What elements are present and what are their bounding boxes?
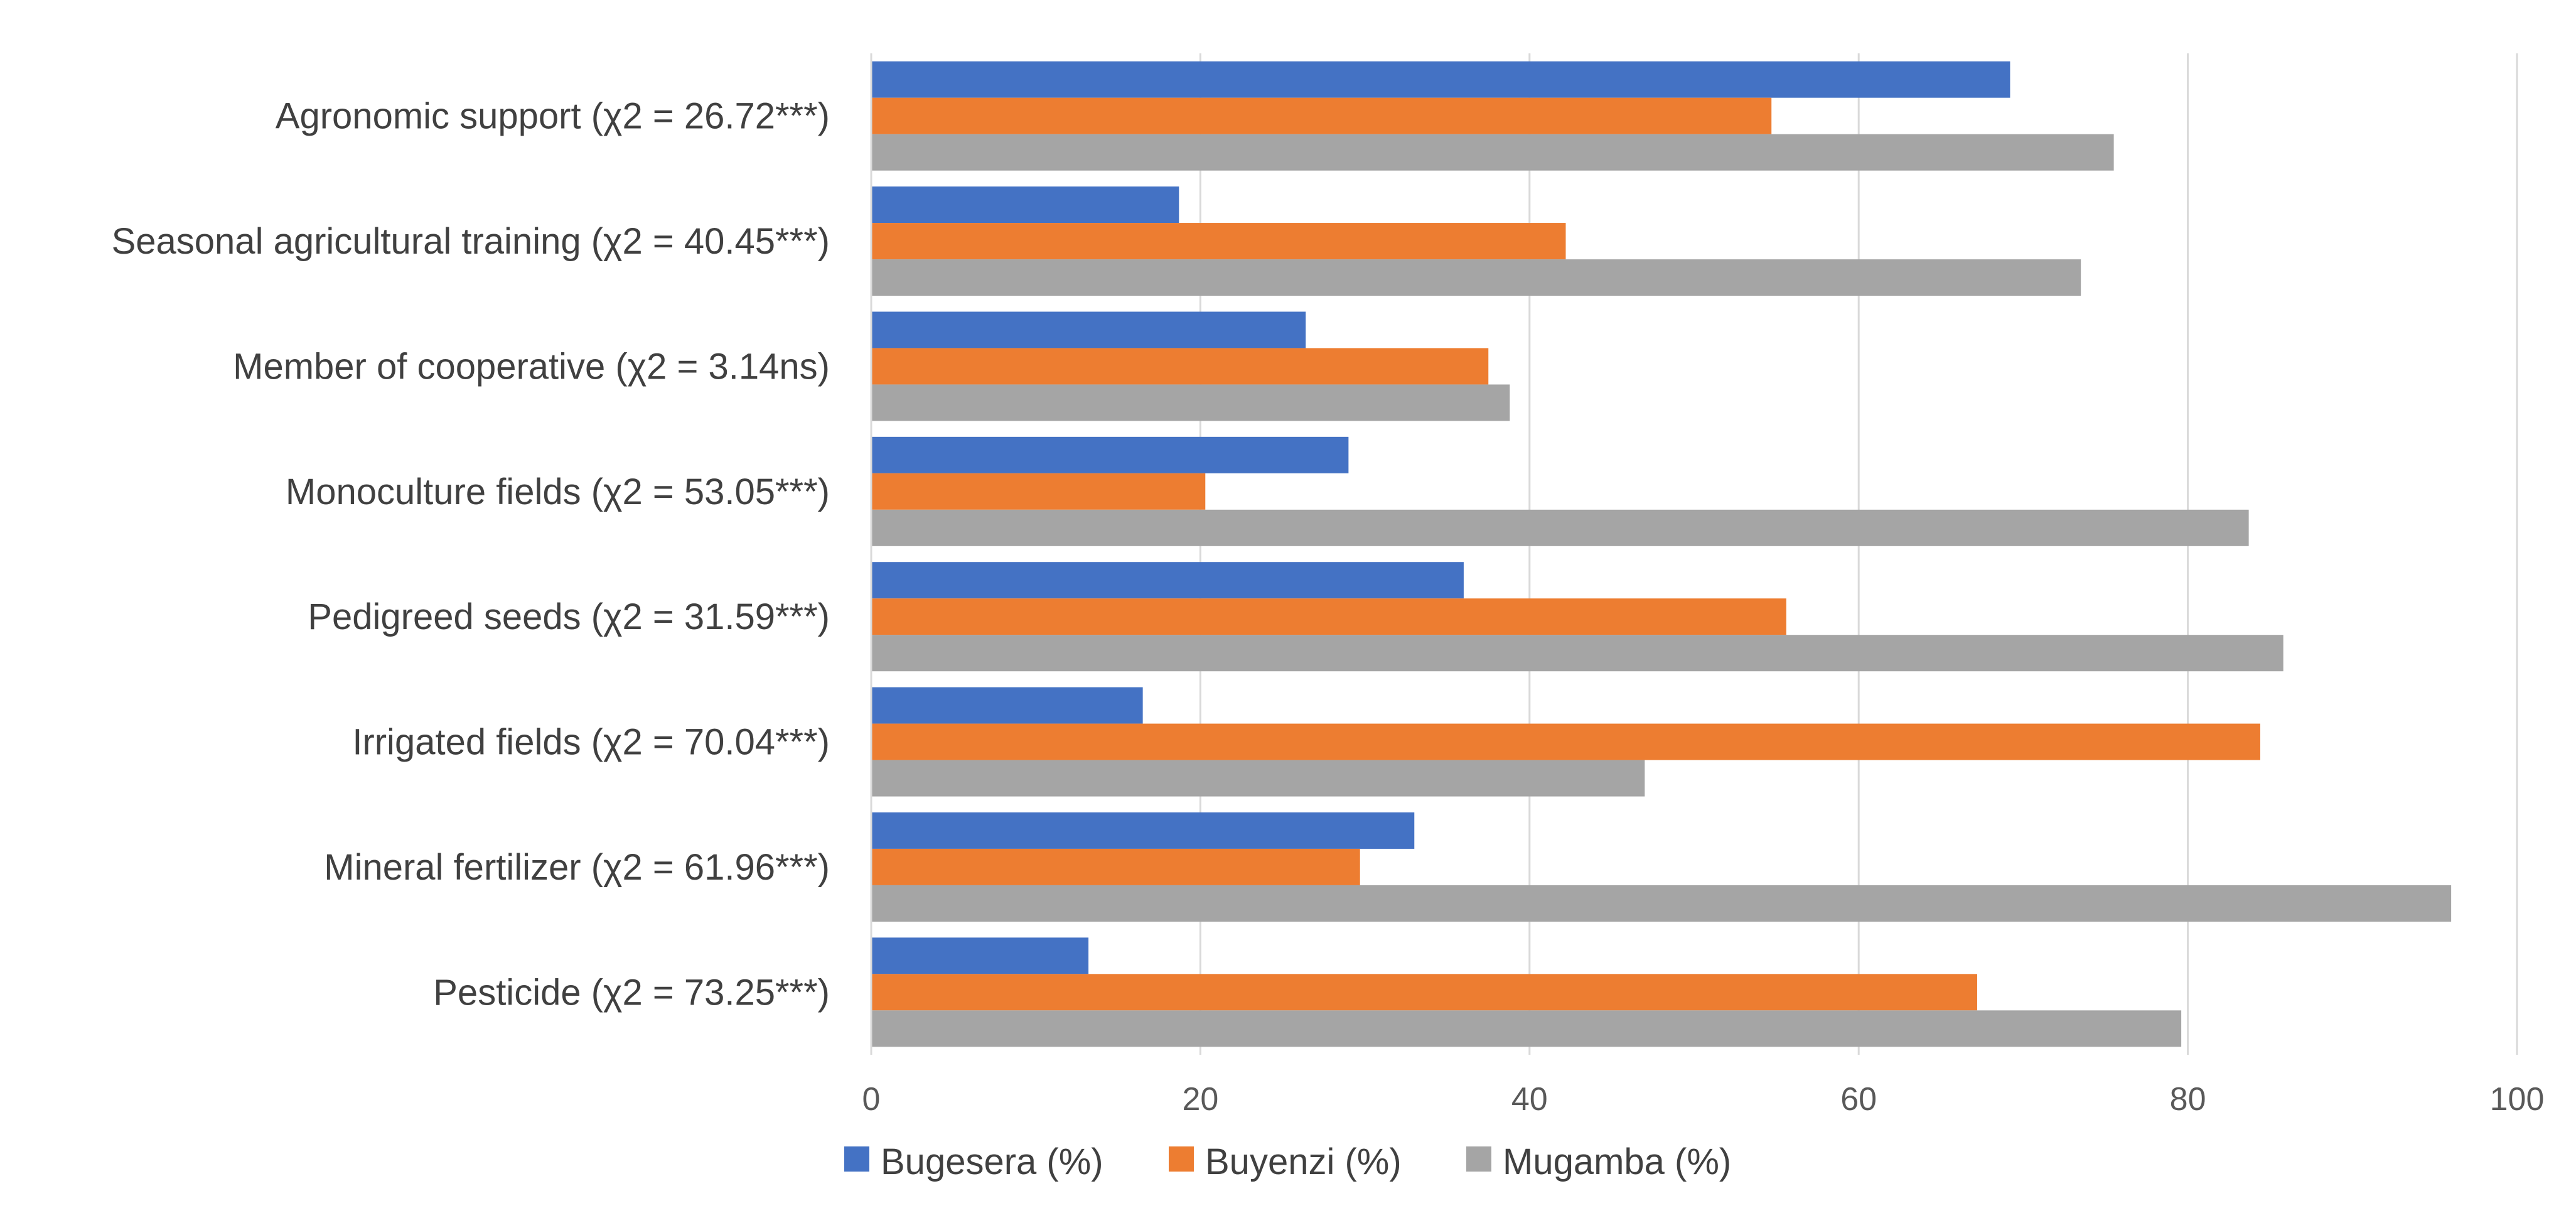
bar-bugesera-3 [871,436,1349,473]
bar-bugesera-5 [871,687,1143,724]
category-label: Seasonal agricultural training (χ2 = 40.… [112,221,830,262]
legend-label: Bugesera (%) [881,1141,1103,1182]
bar-bugesera-2 [871,311,1306,348]
x-tick-label: 100 [2490,1081,2545,1118]
legend-swatch-bugesera [844,1146,869,1172]
bar-mugamba-4 [871,635,2284,672]
bar-buyenzi-1 [871,223,1566,260]
bar-bugesera-7 [871,937,1089,974]
x-tick-label: 60 [1840,1081,1877,1118]
bar-bugesera-1 [871,186,1179,224]
bar-buyenzi-3 [871,473,1206,510]
x-tick-label: 40 [1511,1081,1548,1118]
x-tick-label: 0 [862,1081,881,1118]
bar-mugamba-3 [871,509,2249,546]
category-label: Irrigated fields (χ2 = 70.04***) [352,722,830,763]
bar-mugamba-0 [871,134,2114,171]
legend-label: Buyenzi (%) [1205,1141,1402,1182]
category-label: Pesticide (χ2 = 73.25***) [433,972,830,1013]
category-label: Mineral fertilizer (χ2 = 61.96***) [324,847,830,888]
bars [871,61,2452,1047]
bar-mugamba-1 [871,259,2081,296]
x-tick-label: 80 [2170,1081,2206,1118]
category-labels: Agronomic support (χ2 = 26.72***) Seasona… [112,96,830,1013]
bar-bugesera-4 [871,562,1464,599]
bar-mugamba-6 [871,885,2452,922]
bar-buyenzi-0 [871,97,1772,134]
bar-buyenzi-7 [871,974,1977,1011]
category-label: Pedigreed seeds (χ2 = 31.59***) [308,596,830,637]
legend: Bugesera (%) Buyenzi (%) Mugamba (%) [844,1141,1731,1182]
legend-label: Mugamba (%) [1503,1141,1731,1182]
category-label: Agronomic support (χ2 = 26.72***) [276,96,830,137]
bar-mugamba-2 [871,384,1510,421]
bar-buyenzi-6 [871,848,1360,885]
x-axis-tick-labels: 0 20 40 60 80 100 [862,1081,2545,1118]
bar-bugesera-0 [871,61,2010,98]
bar-mugamba-5 [871,760,1645,797]
bar-buyenzi-5 [871,723,2260,760]
bar-bugesera-6 [871,812,1415,849]
bar-buyenzi-2 [871,348,1489,385]
bar-mugamba-7 [871,1010,2182,1047]
bar-buyenzi-4 [871,598,1786,635]
legend-swatch-mugamba [1466,1146,1491,1172]
x-tick-label: 20 [1182,1081,1218,1118]
category-label: Member of cooperative (χ2 = 3.14ns) [233,346,830,387]
legend-swatch-buyenzi [1169,1146,1194,1172]
category-label: Monoculture fields (χ2 = 53.05***) [286,472,830,512]
